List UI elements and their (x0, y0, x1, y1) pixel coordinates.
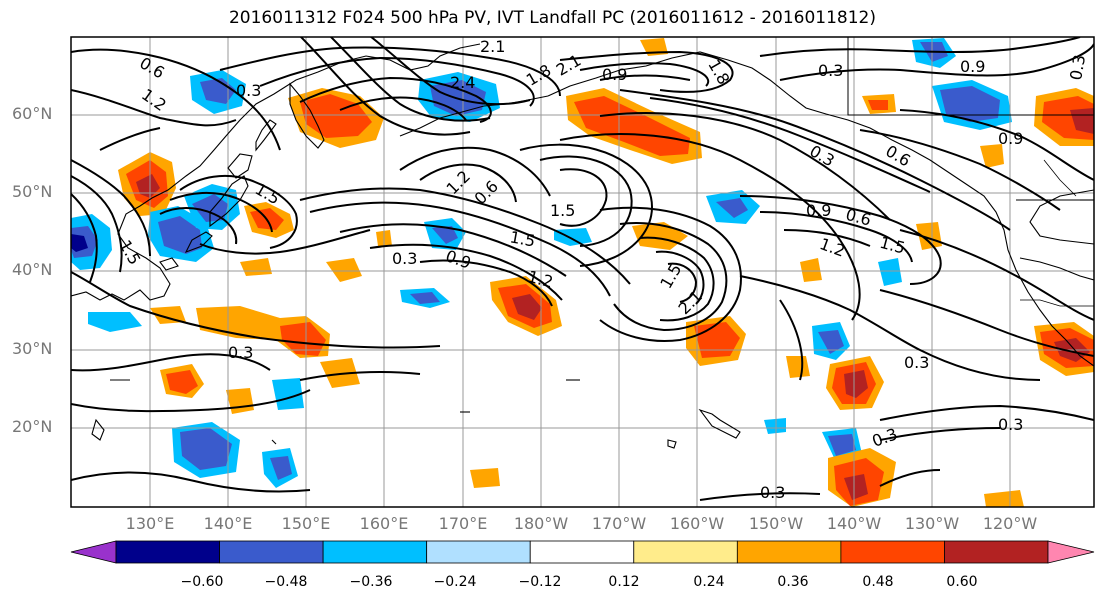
lon-label: 160°W (669, 514, 725, 533)
lon-label: 130°E (125, 514, 175, 533)
plot-frame (70, 36, 1095, 508)
contour-label: 0.3 (998, 415, 1023, 434)
lon-label: 160°E (359, 514, 409, 533)
lon-label: 180°W (513, 514, 569, 533)
contour-label: 0.3 (228, 343, 253, 362)
contour-label: 0.9 (602, 65, 627, 84)
lon-label: 150°W (748, 514, 804, 533)
lat-label: 20°N (12, 417, 53, 436)
contour-label: 0.6 (471, 177, 502, 208)
colorbar-tick-label: −0.36 (349, 574, 393, 590)
colorbar-tick-label: 0.12 (608, 574, 640, 590)
lat-label: 60°N (12, 104, 53, 123)
contour-label: 0.3 (904, 353, 929, 372)
colorbar-segment (426, 540, 531, 564)
contour-label: 1.5 (550, 201, 575, 220)
contour-label: 1.2 (138, 85, 170, 115)
lon-label: 120°W (982, 514, 1038, 533)
contour-label: 0.9 (806, 201, 831, 220)
colorbar (70, 540, 1095, 564)
lon-label: 150°E (281, 514, 331, 533)
colorbar-tick-label: −0.60 (180, 574, 224, 590)
contour-label: 0.6 (882, 141, 914, 170)
contour-label: 0.6 (844, 205, 874, 230)
contour-label: 0.3 (806, 141, 838, 170)
contour-label: 0.3 (392, 249, 417, 268)
contour-label: 0.3 (760, 483, 785, 502)
lon-label: 170°W (591, 514, 647, 533)
lon-label: 140°E (203, 514, 253, 533)
contour-label: 0.9 (960, 57, 985, 76)
lat-label: 30°N (12, 339, 53, 358)
colorbar-tick-label: 0.60 (946, 574, 978, 590)
contour-label: 0.3 (818, 61, 843, 80)
lat-label: 50°N (12, 182, 53, 201)
colorbar-segment (633, 540, 738, 564)
colorbar-tick-label: 0.36 (777, 574, 809, 590)
colorbar-tick-label: 0.24 (693, 574, 725, 590)
colorbar-segment (115, 540, 220, 564)
contour-label: 1.2 (817, 234, 847, 261)
colorbar-segment (529, 540, 635, 564)
colorbar-segment (322, 540, 428, 564)
colorbar-extend-high (1047, 540, 1095, 564)
colorbar-tick-label: −0.12 (518, 574, 562, 590)
contour-label: 1.8 (523, 60, 555, 89)
colorbar-extend-low (70, 540, 117, 564)
colorbar-tick-label: 0.48 (862, 574, 894, 590)
map-title: 2016011312 F024 500 hPa PV, IVT Landfall… (228, 8, 876, 28)
contour-label: 2.1 (675, 287, 706, 318)
colorbar-tick-label: −0.24 (433, 574, 477, 590)
contour-label: 0.9 (998, 129, 1023, 148)
contour-label: 2.4 (450, 73, 475, 92)
pv-anomaly-shading (71, 38, 1094, 507)
contour-label: 1.5 (508, 227, 536, 250)
contour-label: 2.1 (480, 37, 505, 56)
pv-contours (71, 37, 1094, 501)
colorbar-segment (736, 540, 842, 564)
lon-label: 170°E (438, 514, 488, 533)
lat-label: 40°N (12, 260, 53, 279)
colorbar-segment (840, 540, 945, 564)
contour-label: 2.1 (553, 50, 585, 79)
contour-label: 0.3 (236, 81, 261, 100)
contour-label: 0.3 (1066, 53, 1089, 81)
colorbar-segment (219, 540, 324, 564)
contour-label: 1.5 (878, 233, 908, 258)
lon-label: 130°W (904, 514, 960, 533)
coastlines (71, 37, 1094, 449)
lon-label: 140°W (826, 514, 882, 533)
colorbar-segment (944, 540, 1049, 564)
colorbar-tick-label: −0.48 (264, 574, 308, 590)
graticule (71, 37, 1094, 507)
